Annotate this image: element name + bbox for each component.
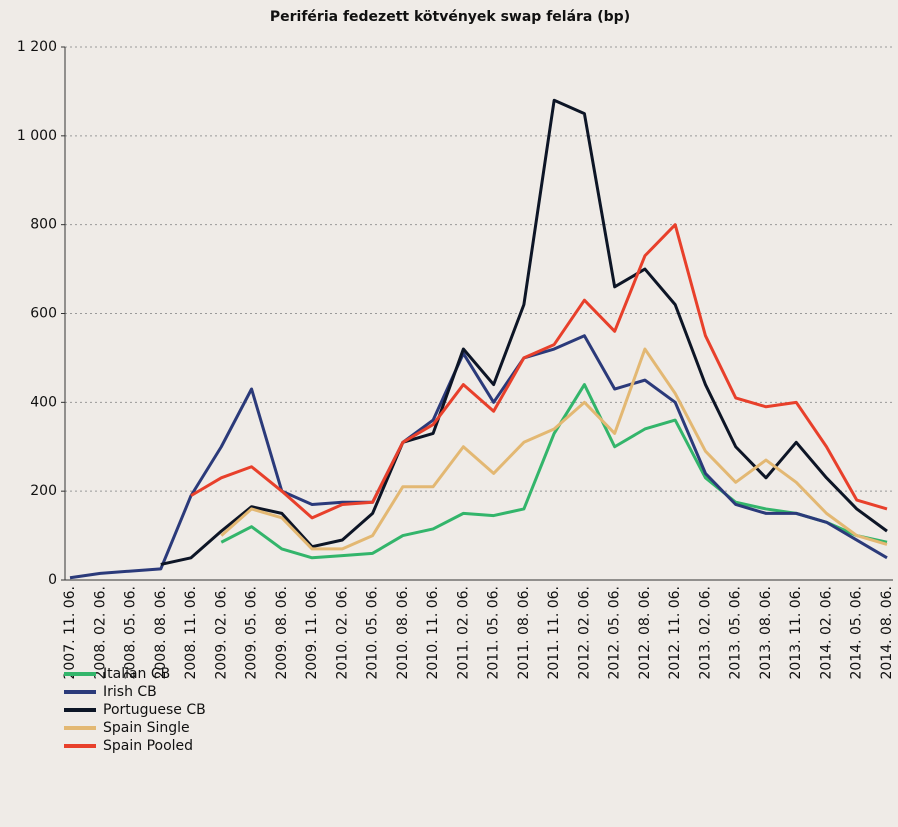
x-tick-label: 2009. 05. 06. [244,586,260,680]
x-tick-label: 2010. 02. 06. [334,586,350,680]
y-tick-label: 0 [48,572,57,588]
x-tick-label: 2012. 11. 06. [667,586,683,680]
legend-label: Italian CB [103,666,170,682]
x-tick-label: 2011. 02. 06. [455,586,471,680]
x-tick-label: 2012. 08. 06. [637,586,653,680]
y-tick-label: 1 000 [17,128,57,144]
x-tick-label: 2008. 11. 06. [183,586,199,680]
x-tick-label: 2009. 11. 06. [304,586,320,680]
x-tick-label: 2008. 08. 06. [153,586,169,680]
series-line [69,334,888,580]
x-tick-label: 2011. 11. 06. [546,586,562,680]
x-tick-label: 2007. 11. 06. [62,586,78,680]
x-tick-label: 2014. 05. 06. [849,586,865,680]
x-tick-label: 2009. 02. 06. [213,586,229,680]
x-tick-label: 2009. 08. 06. [274,586,290,680]
x-tick-label: 2014. 08. 06. [879,586,895,680]
series-line [220,347,888,551]
x-tick-label: 2011. 05. 06. [486,586,502,680]
x-tick-label: 2014. 02. 06. [818,586,834,680]
x-tick-label: 2008. 02. 06. [92,586,108,680]
y-tick-label: 800 [30,217,57,233]
x-tick-label: 2011. 08. 06. [516,586,532,680]
y-tick-label: 1 200 [17,39,57,55]
x-tick-label: 2008. 05. 06. [123,586,139,680]
x-tick-label: 2013. 08. 06. [758,586,774,680]
legend-label: Spain Single [103,720,190,736]
series-line [190,223,888,520]
series-line [160,98,888,566]
x-tick-label: 2010. 05. 06. [365,586,381,680]
y-tick-label: 600 [30,306,57,322]
x-tick-label: 2010. 11. 06. [425,586,441,680]
x-tick-label: 2013. 05. 06. [728,586,744,680]
series-line [220,383,888,560]
x-tick-label: 2012. 05. 06. [607,586,623,680]
chart-title: Periféria fedezett kötvények swap felára… [270,9,630,25]
x-tick-label: 2010. 08. 06. [395,586,411,680]
legend-label: Portuguese CB [103,702,206,718]
y-tick-label: 400 [30,394,57,410]
x-tick-label: 2013. 11. 06. [788,586,804,680]
legend-label: Irish CB [103,684,157,700]
y-tick-label: 200 [30,483,57,499]
legend-label: Spain Pooled [103,738,193,754]
x-tick-label: 2012. 02. 06. [576,586,592,680]
x-tick-label: 2013. 02. 06. [697,586,713,680]
